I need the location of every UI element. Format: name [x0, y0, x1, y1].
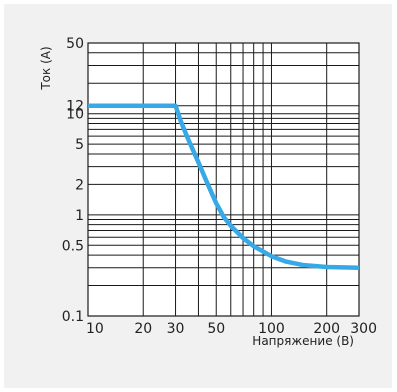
plot-frame [87, 42, 360, 317]
y-tick-label: 0.5 [62, 238, 84, 254]
y-tick-label: 12 [66, 99, 84, 115]
y-tick-label: 1 [75, 208, 84, 224]
grid [87, 42, 360, 317]
y-tick-label: 10 [66, 107, 84, 123]
x-tick-label: 300 [350, 321, 377, 337]
x-tick-labels: 10 20 30 50 100 200 300 [86, 321, 377, 337]
x-tick-label: 10 [86, 321, 104, 337]
y-tick-label: 0.1 [62, 309, 84, 325]
x-axis-title: Напряжение (В) [252, 334, 354, 348]
x-tick-label: 50 [207, 321, 225, 337]
series-line [88, 103, 360, 270]
series-lines [88, 103, 360, 270]
x-tick-label: 200 [313, 321, 340, 337]
plot-background [88, 43, 359, 316]
y-axis-title: Ток (А) [39, 46, 53, 90]
y-tick-label: 2 [75, 177, 84, 193]
y-tick-label: 50 [66, 36, 84, 52]
x-tick-label: 100 [258, 321, 285, 337]
plot-border [87, 42, 360, 317]
x-tick-label: 20 [134, 321, 152, 337]
x-tick-label: 30 [167, 321, 185, 337]
y-tick-label: 5 [75, 137, 84, 153]
